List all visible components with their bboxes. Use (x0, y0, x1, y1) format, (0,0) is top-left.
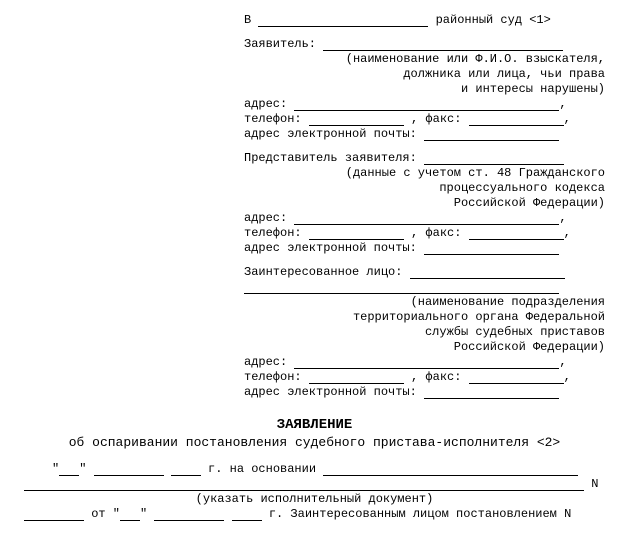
comma: , (559, 355, 566, 369)
from-month-field (154, 508, 224, 521)
applicant-note3: и интересы нарушены) (244, 82, 605, 96)
interested-phone-field (309, 371, 404, 384)
court-suffix: районный суд <1> (436, 13, 551, 27)
comma: , (564, 370, 571, 384)
document-subtitle: об оспаривании постановления судебного п… (24, 435, 605, 450)
interested-fax-field (469, 371, 564, 384)
interested-field2 (244, 281, 559, 294)
interested-note3: службы судебных приставов (244, 325, 605, 339)
comma: , (559, 97, 566, 111)
applicant-address-field (294, 98, 559, 111)
representative-email-label: адрес электронной почты: (244, 241, 417, 255)
num-field (24, 508, 84, 521)
applicant-email-label: адрес электронной почты: (244, 127, 417, 141)
n-suffix: N (591, 477, 598, 491)
applicant-note2: должника или лица, чьи права (244, 67, 605, 81)
interested-email-label: адрес электронной почты: (244, 385, 417, 399)
comma: , (559, 211, 566, 225)
representative-field (424, 152, 564, 165)
quote-close2: " (140, 507, 147, 521)
representative-label: Представитель заявителя: (244, 151, 417, 165)
to-prefix: В (244, 13, 251, 27)
applicant-phone-field (309, 113, 404, 126)
representative-address-field (294, 212, 559, 225)
applicant-phone-label: телефон: (244, 112, 302, 126)
representative-fax-field (469, 227, 564, 240)
representative-note3: Российской Федерации) (244, 196, 605, 210)
applicant-fax-field (469, 113, 564, 126)
interested-label: Заинтересованное лицо: (244, 265, 402, 279)
quote-close: " (79, 462, 86, 476)
interested-email-field (424, 386, 559, 399)
representative-fax-label: , факс: (411, 226, 461, 240)
applicant-address-label: адрес: (244, 97, 287, 111)
interested-note2: территориального органа Федеральной (244, 310, 605, 324)
basis-field (323, 463, 578, 476)
quote-open: " (52, 462, 59, 476)
interested-fax-label: , факс: (411, 370, 461, 384)
representative-phone-field (309, 227, 404, 240)
comma: , (564, 226, 571, 240)
applicant-note1: (наименование или Ф.И.О. взыскателя, (244, 52, 605, 66)
interested-note4: Российской Федерации) (244, 340, 605, 354)
applicant-field (323, 38, 563, 51)
day-field (59, 463, 79, 476)
from-year-field (232, 508, 262, 521)
comma: , (564, 112, 571, 126)
representative-note1: (данные с учетом ст. 48 Гражданского (244, 166, 605, 180)
representative-phone-label: телефон: (244, 226, 302, 240)
basis-label: г. на основании (208, 462, 316, 476)
applicant-label: Заявитель: (244, 37, 316, 51)
court-name-field (258, 14, 428, 27)
interested-field (410, 266, 565, 279)
representative-email-field (424, 242, 559, 255)
applicant-email-field (424, 128, 559, 141)
year-field (171, 463, 201, 476)
interested-address-field (294, 356, 559, 369)
representative-address-label: адрес: (244, 211, 287, 225)
interested-phone-label: телефон: (244, 370, 302, 384)
from-day-field (120, 508, 140, 521)
month-field (94, 463, 164, 476)
representative-note2: процессуального кодекса (244, 181, 605, 195)
interested-note1: (наименование подразделения (244, 295, 605, 309)
from-label: от " (91, 507, 120, 521)
resolution-label: г. Заинтересованным лицом постановлением… (269, 507, 571, 521)
interested-address-label: адрес: (244, 355, 287, 369)
document-title: ЗАЯВЛЕНИЕ (24, 417, 605, 433)
applicant-fax-label: , факс: (411, 112, 461, 126)
doc-field (24, 478, 584, 491)
doc-note: (указать исполнительный документ) (24, 492, 605, 506)
